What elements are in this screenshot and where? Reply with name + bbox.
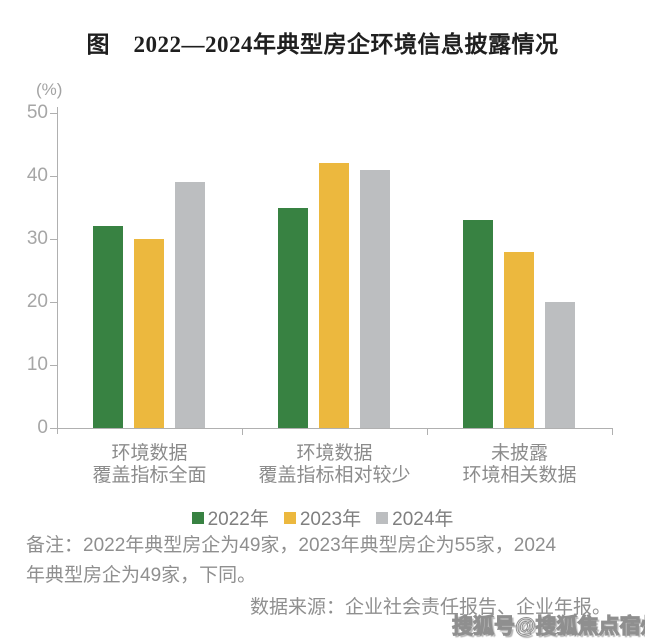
category-label-1-line-1: 环境数据 xyxy=(111,443,188,464)
y-axis xyxy=(57,107,58,434)
category-label-2-line-1: 环境数据 xyxy=(296,443,373,464)
chart-title: 图 2022—2024年典型房企环境信息披露情况 xyxy=(86,32,559,57)
category-label-2-line-2: 覆盖指标相对较少 xyxy=(258,465,411,486)
legend-item-2022年: 2022年 xyxy=(191,504,269,531)
bar-2024年-group3 xyxy=(545,302,575,428)
bar-2023年-group3 xyxy=(504,251,534,428)
y-tick-10 xyxy=(50,365,57,366)
category-label-1: 环境数据 覆盖指标全面 xyxy=(40,443,260,487)
legend-label-2024年: 2024年 xyxy=(392,509,454,530)
y-axis-unit-label: (%) xyxy=(36,80,63,99)
watermark: 搜狐号@搜狐焦点宿州站 xyxy=(451,615,645,639)
note-remark-line-2: 年典型房企为49家，下同。 xyxy=(26,565,257,586)
bar-2022年-group2 xyxy=(278,207,308,428)
bar-2023年-group1 xyxy=(134,239,164,428)
bar-2022年-group1 xyxy=(93,226,123,428)
y-tick-label-50: 50 xyxy=(26,102,48,123)
legend-label-2023年: 2023年 xyxy=(299,509,362,530)
x-tick-2 xyxy=(427,428,428,435)
note-remark: 备注：2022年典型房企为49家，2023年典型房企为55家，2024 年典型房… xyxy=(26,531,556,591)
x-tick-3 xyxy=(612,428,613,435)
y-tick-label-20: 20 xyxy=(26,291,48,312)
bar-2024年-group1 xyxy=(175,182,205,428)
y-tick-label-10: 10 xyxy=(26,354,48,375)
legend: 2022年 2023年 2024年 xyxy=(0,504,645,531)
category-label-3-line-1: 未披露 xyxy=(490,443,548,464)
legend-swatch-2022年 xyxy=(191,511,204,524)
bar-2024年-group2 xyxy=(360,169,390,428)
category-label-1-line-2: 覆盖指标全面 xyxy=(92,465,207,486)
legend-swatch-2023年 xyxy=(283,511,296,524)
note-remark-line-1: 备注：2022年典型房企为49家，2023年典型房企为55家，2024 xyxy=(26,535,557,556)
x-tick-1 xyxy=(242,428,243,435)
legend-item-2023年: 2023年 xyxy=(283,504,362,531)
y-tick-label-40: 40 xyxy=(26,165,48,186)
bar-2023年-group2 xyxy=(319,163,349,428)
legend-label-2022年: 2022年 xyxy=(207,509,269,530)
bar-2022年-group3 xyxy=(463,220,493,428)
legend-swatch-2024年 xyxy=(376,511,389,524)
data-source: 数据来源：企业社会责任报告、企业年报。 xyxy=(250,597,612,618)
y-tick-label-0: 0 xyxy=(37,417,48,438)
category-label-3-line-2: 环境相关数据 xyxy=(462,465,577,486)
category-label-3: 未披露 环境相关数据 xyxy=(410,443,630,487)
y-tick-50 xyxy=(50,113,57,114)
y-tick-0 xyxy=(50,428,57,429)
y-tick-20 xyxy=(50,302,57,303)
x-axis xyxy=(50,428,612,429)
y-tick-30 xyxy=(50,239,57,240)
y-tick-40 xyxy=(50,176,57,177)
category-label-2: 环境数据 覆盖指标相对较少 xyxy=(225,443,445,487)
y-tick-label-30: 30 xyxy=(26,228,48,249)
legend-item-2024年: 2024年 xyxy=(376,504,453,531)
